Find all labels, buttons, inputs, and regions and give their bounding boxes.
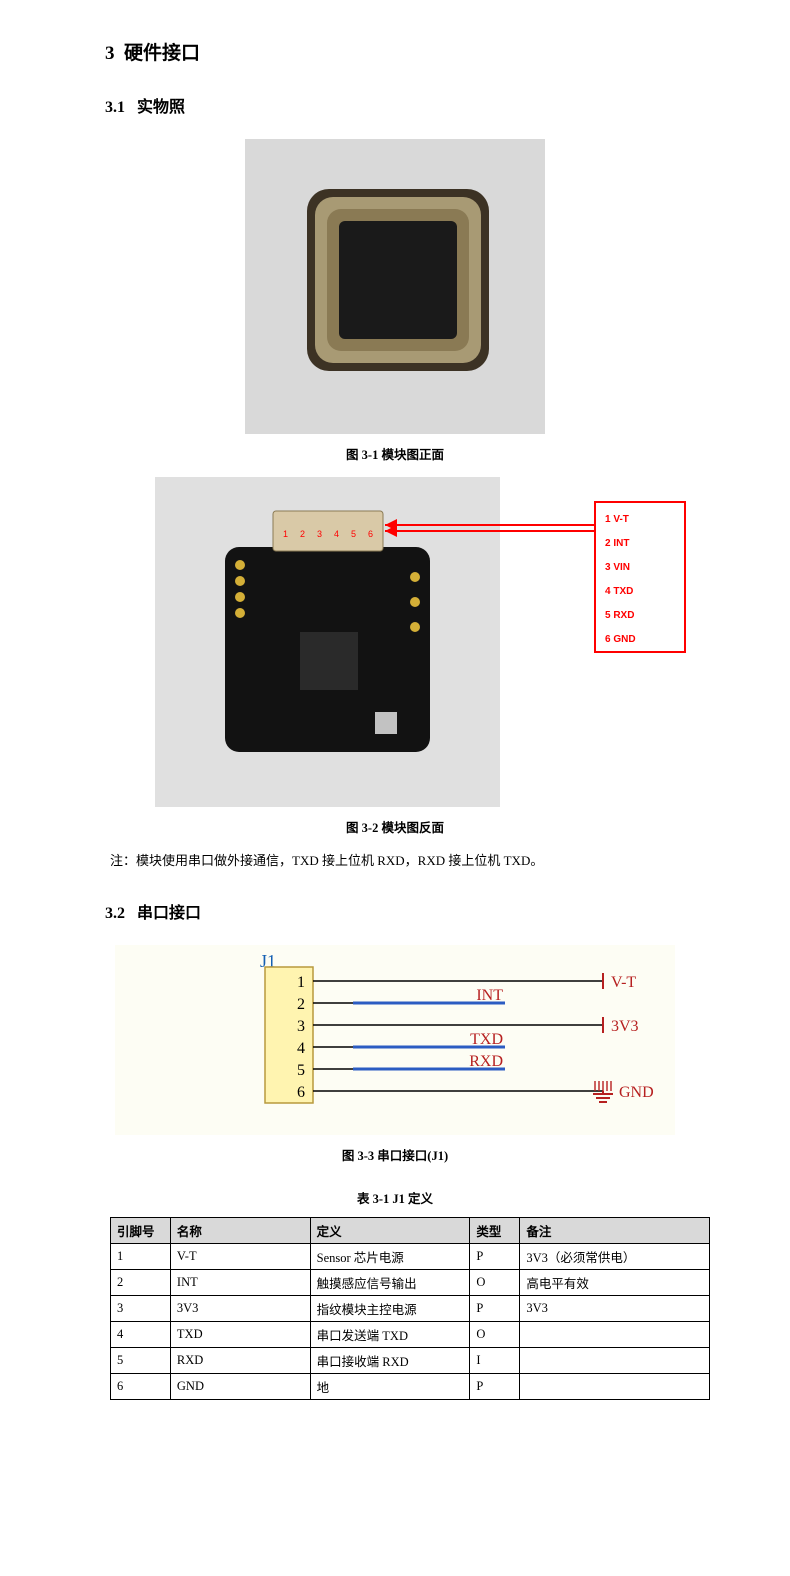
svg-text:1: 1: [283, 529, 288, 539]
figure-3-1-caption: 图 3-1 模块图正面: [55, 444, 735, 463]
svg-text:GND: GND: [619, 1084, 654, 1101]
figure-3-2-note: 注：模块使用串口做外接通信，TXD 接上位机 RXD，RXD 接上位机 TXD。: [110, 850, 735, 869]
section-title: 硬件接口: [124, 43, 200, 64]
table-row: 2INT触摸感应信号输出O高电平有效: [111, 1270, 710, 1296]
legend-pin-rxd: 5 RXD: [605, 610, 634, 621]
svg-text:3: 3: [297, 1018, 305, 1035]
legend-pin-vin: 3 VIN: [605, 562, 630, 573]
table-header: 类型: [470, 1218, 520, 1244]
legend-pin-txd: 4 TXD: [605, 586, 633, 597]
subsection-3-2: 3.2 串口接口: [105, 899, 735, 923]
module-back-photo: 1 2 3 4 5 6 1 V-T 2 INT 3 VIN 4 TXD 5 RXD 6 GND: [95, 477, 695, 807]
table-row: 1V-TSensor 芯片电源P3V3（必须常供电）: [111, 1244, 710, 1270]
svg-text:4: 4: [334, 529, 339, 539]
section-number: 3: [105, 43, 115, 64]
module-front-photo: [245, 139, 545, 434]
svg-text:1: 1: [297, 974, 305, 991]
figure-3-2-caption: 图 3-2 模块图反面: [55, 817, 735, 836]
table-row: 33V3指纹模块主控电源P3V3: [111, 1296, 710, 1322]
svg-text:5: 5: [351, 529, 356, 539]
table-header: 定义: [310, 1218, 470, 1244]
svg-text:2: 2: [300, 529, 305, 539]
svg-text:TXD: TXD: [470, 1031, 503, 1048]
svg-text:3V3: 3V3: [611, 1018, 639, 1035]
subsection-3-1: 3.1 实物照: [105, 93, 735, 117]
svg-text:INT: INT: [476, 987, 503, 1004]
svg-text:3: 3: [317, 529, 322, 539]
table-header: 引脚号: [111, 1218, 171, 1244]
figure-3-3-caption: 图 3-3 串口接口(J1): [55, 1145, 735, 1164]
legend-pin-gnd: 6 GND: [605, 634, 636, 645]
figure-3-1: [55, 139, 735, 438]
svg-text:5: 5: [297, 1062, 305, 1079]
table-header: 备注: [520, 1218, 710, 1244]
legend-pin-v-t: 1 V-T: [605, 514, 629, 525]
table-3-1-caption: 表 3-1 J1 定义: [55, 1188, 735, 1207]
legend-pin-int: 2 INT: [605, 538, 629, 549]
table-header: 名称: [170, 1218, 310, 1244]
table-row: 5RXD串口接收端 RXDI: [111, 1348, 710, 1374]
svg-text:6: 6: [297, 1084, 305, 1101]
svg-text:4: 4: [297, 1040, 305, 1057]
svg-text:V-T: V-T: [611, 974, 636, 991]
svg-text:6: 6: [368, 529, 373, 539]
j1-pin-table: 引脚号名称定义类型备注1V-TSensor 芯片电源P3V3（必须常供电）2IN…: [110, 1217, 710, 1400]
section-heading: 3 硬件接口: [105, 38, 735, 65]
figure-3-2: 1 2 3 4 5 6 1 V-T 2 INT 3 VIN 4 TXD 5 RXD 6 GND: [55, 477, 735, 811]
table-row: 4TXD串口发送端 TXDO: [111, 1322, 710, 1348]
table-row: 6GND地P: [111, 1374, 710, 1400]
figure-3-3: J11V-T2INT33V34TXD5RXD6GND: [55, 945, 735, 1139]
svg-text:2: 2: [297, 996, 305, 1013]
j1-serial-diagram: J11V-T2INT33V34TXD5RXD6GND: [115, 945, 675, 1135]
svg-text:RXD: RXD: [469, 1053, 503, 1070]
